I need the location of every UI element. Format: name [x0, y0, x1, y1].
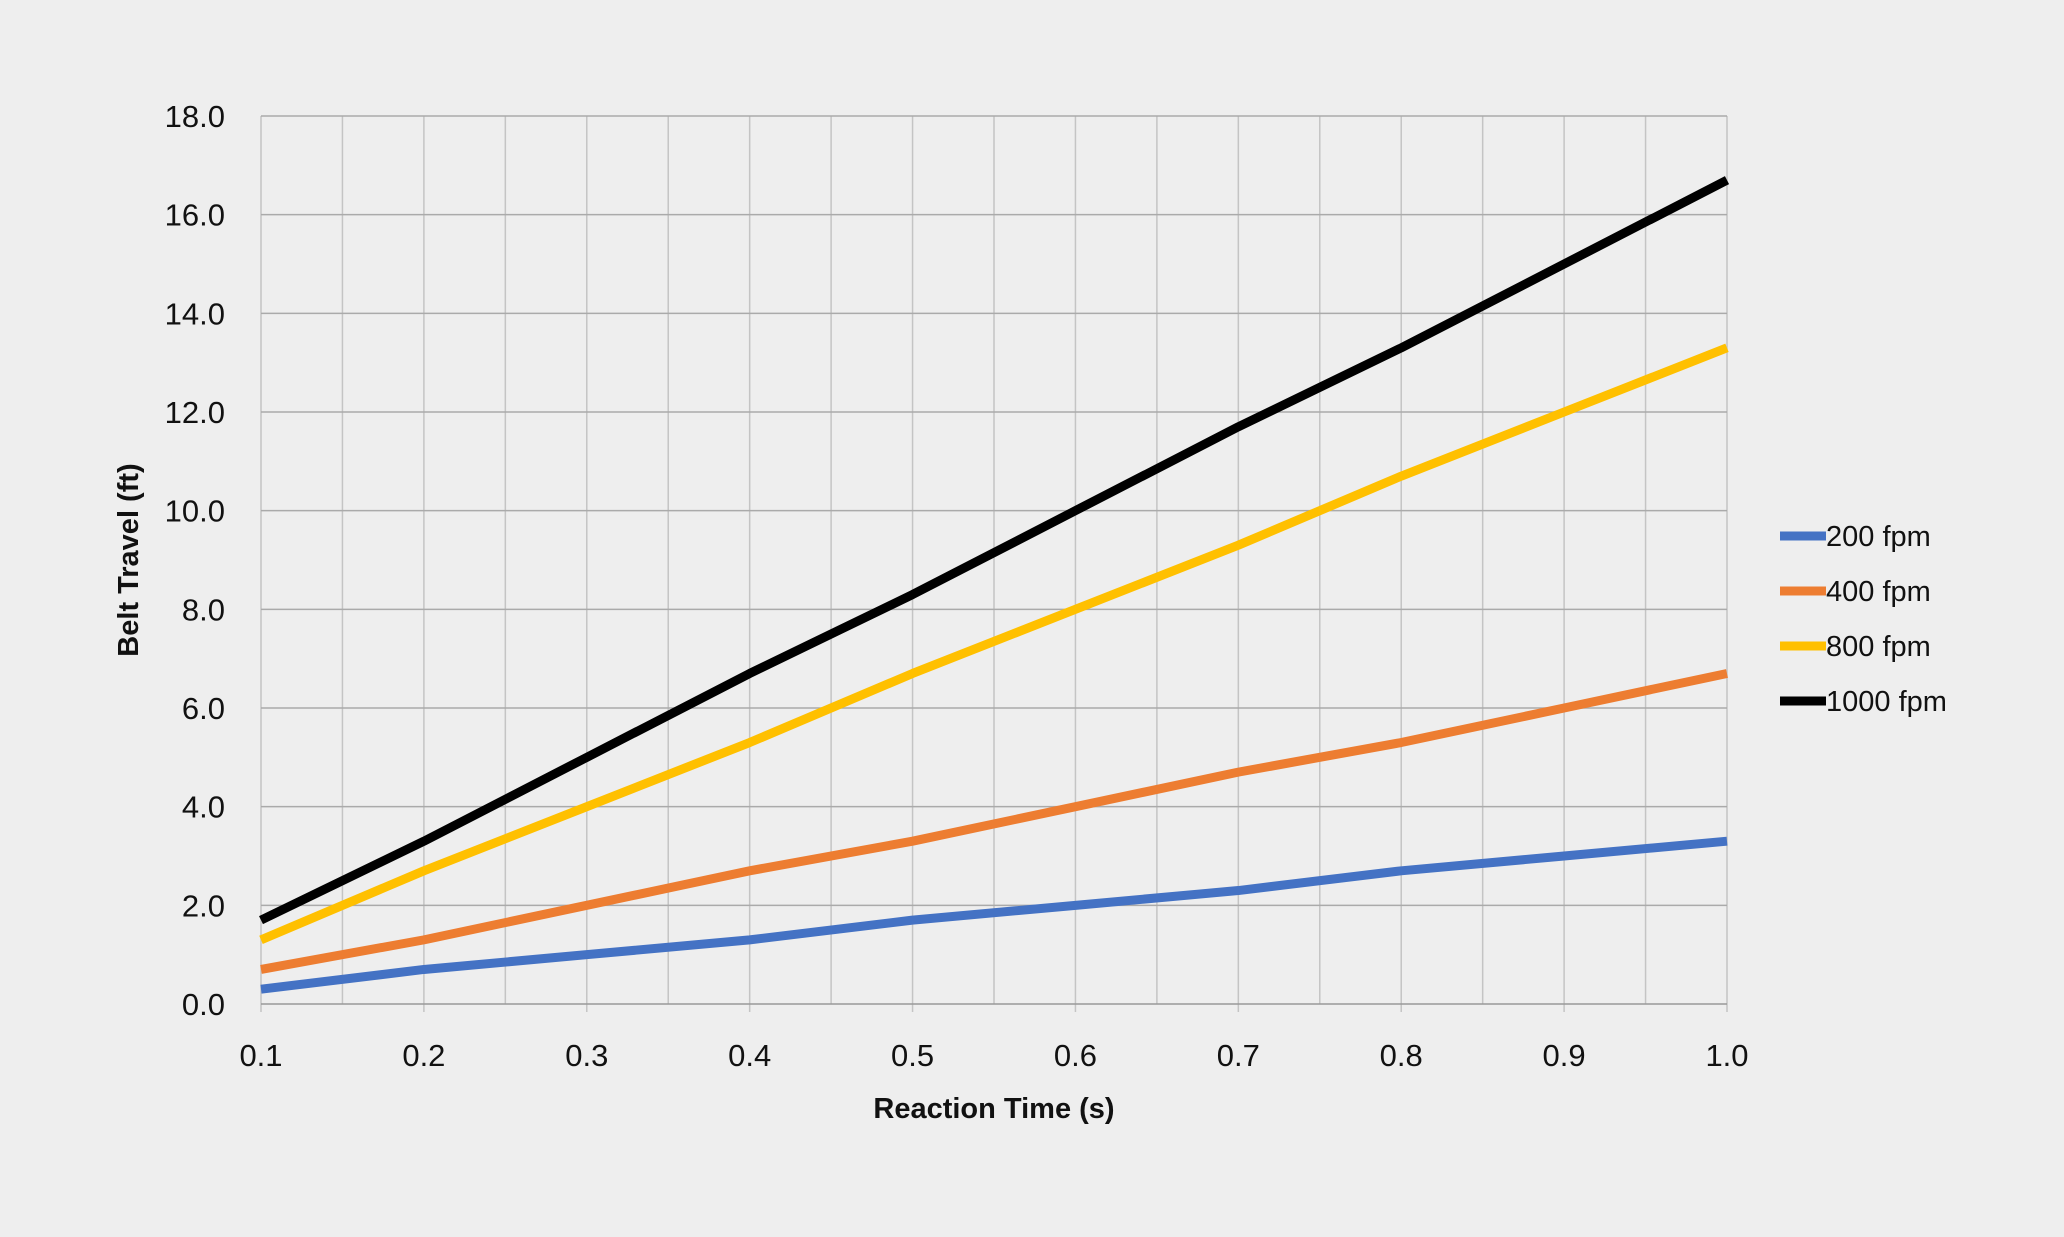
series-line-400-fpm: [260, 669, 1728, 974]
x-tick-label: 0.4: [728, 1038, 771, 1073]
legend-label: 400 fpm: [1826, 576, 1931, 608]
y-tick-label: 0.0: [182, 987, 225, 1022]
x-tick-label: 0.8: [1380, 1038, 1423, 1073]
grid: [260, 115, 1728, 1012]
y-tick-label: 8.0: [182, 592, 225, 627]
y-tick-labels: 0.0 2.0 4.0 6.0 8.0 10.0 12.0 14.0 16.0 18.0: [165, 99, 225, 1022]
legend-label: 1000 fpm: [1826, 686, 1947, 718]
series-lines: [259, 176, 1730, 994]
x-tick-label: 0.3: [565, 1038, 608, 1073]
x-tick-label: 0.6: [1054, 1038, 1097, 1073]
y-tick-label: 2.0: [182, 888, 225, 923]
x-tick-label: 0.2: [402, 1038, 445, 1073]
y-tick-label: 16.0: [165, 198, 225, 233]
x-tick-label: 1.0: [1705, 1038, 1748, 1073]
y-tick-label: 6.0: [182, 691, 225, 726]
y-tick-label: 4.0: [182, 790, 225, 825]
x-tick-label: 0.1: [239, 1038, 282, 1073]
legend-label: 200 fpm: [1826, 521, 1931, 553]
x-tick-label: 0.5: [891, 1038, 934, 1073]
x-tick-label: 0.9: [1543, 1038, 1586, 1073]
y-tick-label: 10.0: [165, 494, 225, 529]
x-tick-label: 0.7: [1217, 1038, 1260, 1073]
legend: 200 fpm 400 fpm 800 fpm 1000 fpm: [1780, 521, 1947, 718]
x-axis-title: Reaction Time (s): [873, 1093, 1114, 1125]
series-line-800-fpm: [259, 343, 1729, 945]
y-axis-title: Belt Travel (ft): [113, 463, 145, 656]
series-line-1000-fpm: [259, 176, 1730, 925]
y-tick-label: 12.0: [165, 395, 225, 430]
x-tick-labels: 0.1 0.2 0.3 0.4 0.5 0.6 0.7 0.8 0.9 1.0: [239, 1038, 1748, 1073]
legend-label: 800 fpm: [1826, 631, 1931, 663]
series-line-200-fpm: [260, 836, 1728, 994]
y-tick-label: 18.0: [165, 99, 225, 134]
y-tick-label: 14.0: [165, 296, 225, 331]
